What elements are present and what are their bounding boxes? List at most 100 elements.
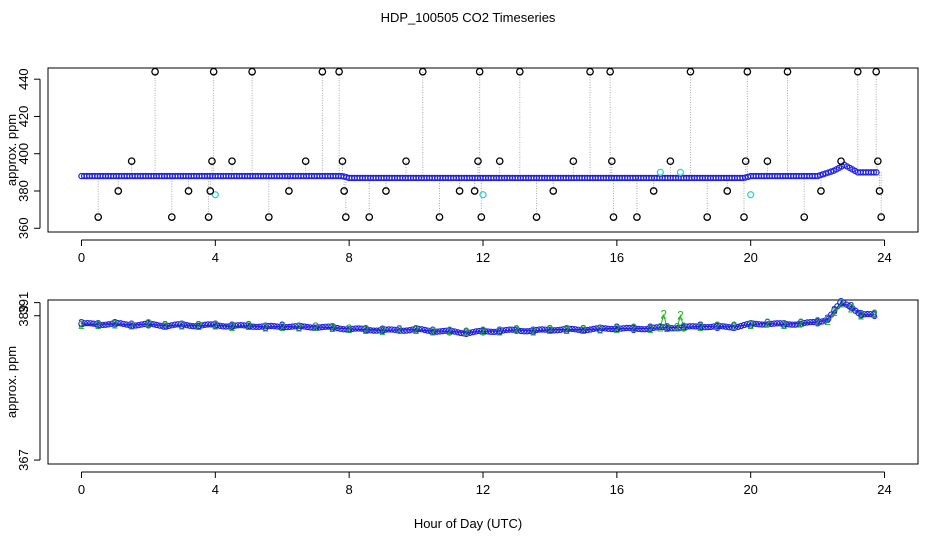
bottom-series-marker: 2 [660, 307, 667, 321]
bottom-series-point [397, 327, 404, 334]
x-tick-label: 8 [346, 250, 353, 265]
bottom-series-marker: 3 [78, 317, 85, 331]
top-outlier-point [340, 187, 348, 195]
bottom-series-point [752, 320, 760, 328]
bottom-series-point [517, 327, 525, 335]
bottom-series-point [93, 321, 100, 328]
bottom-series-point [219, 323, 227, 330]
bottom-series-point [364, 326, 371, 333]
top-outlier-point [817, 187, 825, 195]
bottom-series-marker: 3 [145, 317, 152, 331]
bottom-series-point [758, 321, 766, 328]
bottom-series-point [307, 324, 314, 331]
bottom-series-marker: 3 [858, 307, 865, 321]
bottom-series-point [469, 328, 477, 336]
bottom-series-point [439, 327, 446, 335]
bottom-series-point [87, 320, 94, 327]
bottom-series-marker: 3 [714, 320, 721, 334]
top-outlier-point [94, 213, 103, 221]
bottom-series-point [204, 321, 212, 328]
bottom-series-point [587, 326, 594, 333]
bottom-series-point [527, 327, 534, 335]
bottom-series-point [596, 324, 603, 332]
top-cyan-point [747, 191, 755, 199]
bottom-series-point [391, 326, 398, 333]
bottom-series-point [810, 318, 817, 326]
top-outlier-point [740, 213, 748, 221]
bottom-series-point [858, 311, 865, 318]
bottom-series-point [207, 321, 215, 328]
y-tick-label: 420 [16, 106, 31, 128]
bottom-series-point [716, 322, 724, 330]
bottom-series-point [286, 323, 293, 331]
x-tick-label: 12 [476, 250, 490, 265]
bottom-series-marker: 3 [195, 319, 202, 333]
bottom-series-point [611, 325, 618, 333]
bottom-series-point [761, 321, 769, 328]
bottom-series-point [298, 323, 305, 330]
top-outlier-point [686, 67, 695, 76]
bottom-series-point [695, 323, 702, 330]
bottom-series-marker: 3 [212, 318, 219, 332]
bottom-series-point [798, 320, 805, 327]
bottom-series-point [313, 324, 320, 331]
bottom-series-marker: 3 [463, 326, 470, 340]
bottom-series-marker: 2 [128, 319, 135, 333]
bottom-series-marker: 2 [346, 322, 353, 336]
bottom-series-point [252, 323, 260, 331]
bottom-series-point [265, 322, 272, 330]
top-outlier-point [418, 67, 427, 76]
bottom-series-marker: 2 [798, 316, 805, 330]
top-cyan-point [656, 168, 664, 176]
bottom-series-point [521, 328, 528, 335]
top-outlier-point [515, 67, 524, 76]
bottom-series-marker: 2 [329, 321, 336, 335]
y-tick-label: 400 [16, 143, 31, 165]
bottom-series-point [406, 326, 413, 334]
top-outlier-point [470, 187, 479, 195]
top-outlier-point [127, 157, 136, 166]
bottom-series-point [704, 323, 712, 331]
bottom-series-point [773, 320, 781, 327]
top-outlier-point [167, 213, 176, 221]
bottom-series-marker: 3 [614, 321, 621, 335]
top-y-axis-label: approx. ppm [4, 114, 19, 186]
top-outlier-point [208, 157, 216, 166]
bottom-series-marker: 3 [697, 319, 704, 333]
bottom-series-point [776, 320, 784, 327]
bottom-series-point [301, 323, 308, 330]
bottom-series-point [436, 328, 443, 335]
bottom-series-point [710, 323, 718, 330]
bottom-series-point [861, 311, 868, 318]
bottom-series-point [590, 325, 597, 333]
bottom-series-point [343, 326, 350, 333]
bottom-series-point [792, 321, 799, 328]
bottom-series-point [376, 327, 383, 334]
bottom-series-point [514, 327, 522, 334]
bottom-series-point [183, 322, 191, 329]
bottom-series-point [99, 321, 106, 329]
bottom-series-point [352, 325, 359, 332]
bottom-series-marker: 2 [429, 324, 436, 338]
bottom-series-point [216, 322, 224, 329]
bottom-series-marker: 2 [674, 321, 681, 335]
bottom-series-point [629, 325, 636, 332]
bottom-series-point [295, 322, 302, 330]
bottom-series-point [499, 327, 507, 334]
bottom-series-marker: 2 [680, 320, 687, 334]
bottom-series-point [280, 323, 287, 331]
y-tick-label: 389 [16, 305, 31, 327]
bottom-series-point [120, 320, 127, 328]
bottom-series-point [240, 322, 248, 329]
top-plot-marks: 0 4 8 12 16 20 24 360 380 400 420 440 [16, 67, 892, 265]
bottom-series-point [659, 323, 666, 331]
top-outlier-point [228, 157, 236, 166]
bottom-series-marker: 2 [838, 296, 845, 310]
bottom-series-point [129, 322, 136, 329]
bottom-series-marker: 3 [647, 321, 654, 335]
bottom-series-point [593, 325, 600, 332]
bottom-series-marker: 2 [496, 324, 503, 338]
bottom-series-point [448, 327, 456, 335]
top-outlier-point [873, 157, 882, 166]
bottom-series-point [572, 326, 579, 333]
